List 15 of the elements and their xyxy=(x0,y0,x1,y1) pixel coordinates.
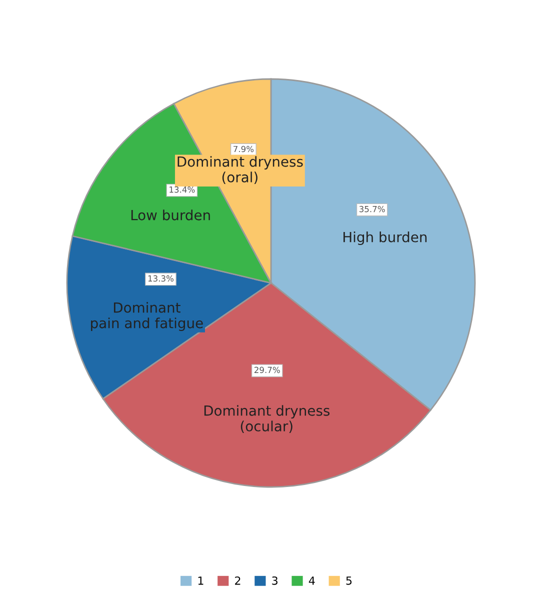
text: Low burden xyxy=(131,210,210,220)
legend-label: 3 xyxy=(272,576,278,585)
text: Dominant dryness (oral) xyxy=(178,156,303,184)
data-label: 7.9% xyxy=(234,146,254,152)
text: Dominant pain and fatigue xyxy=(91,302,203,332)
legend-label: 4 xyxy=(308,576,315,585)
data-label: 29.7% xyxy=(254,366,280,374)
data-label: 13.3% xyxy=(148,275,174,282)
data-label: 35.7% xyxy=(359,206,385,212)
text: Dominant dryness (ocular) xyxy=(204,405,330,434)
data-label: 13.4% xyxy=(170,186,195,193)
legend-label: 1 xyxy=(198,576,204,585)
legend-label: 5 xyxy=(346,576,352,585)
legend-label: 2 xyxy=(235,576,240,585)
text: High burden xyxy=(344,232,427,245)
